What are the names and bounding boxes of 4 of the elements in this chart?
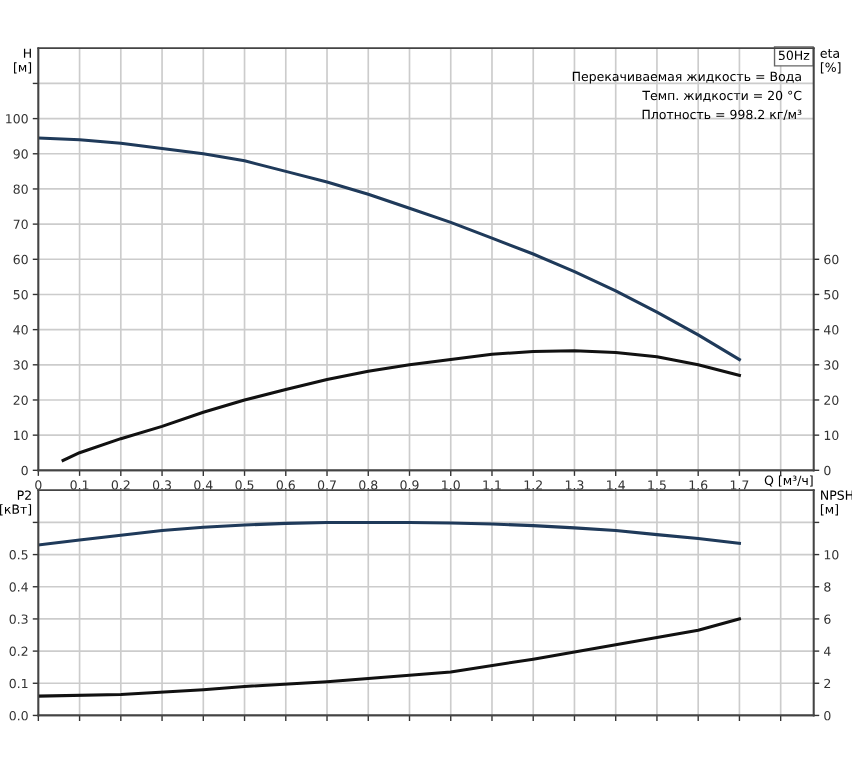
line-series	[61, 349, 741, 463]
line-series	[38, 520, 741, 547]
line-series	[38, 617, 741, 698]
line-series	[38, 136, 741, 362]
